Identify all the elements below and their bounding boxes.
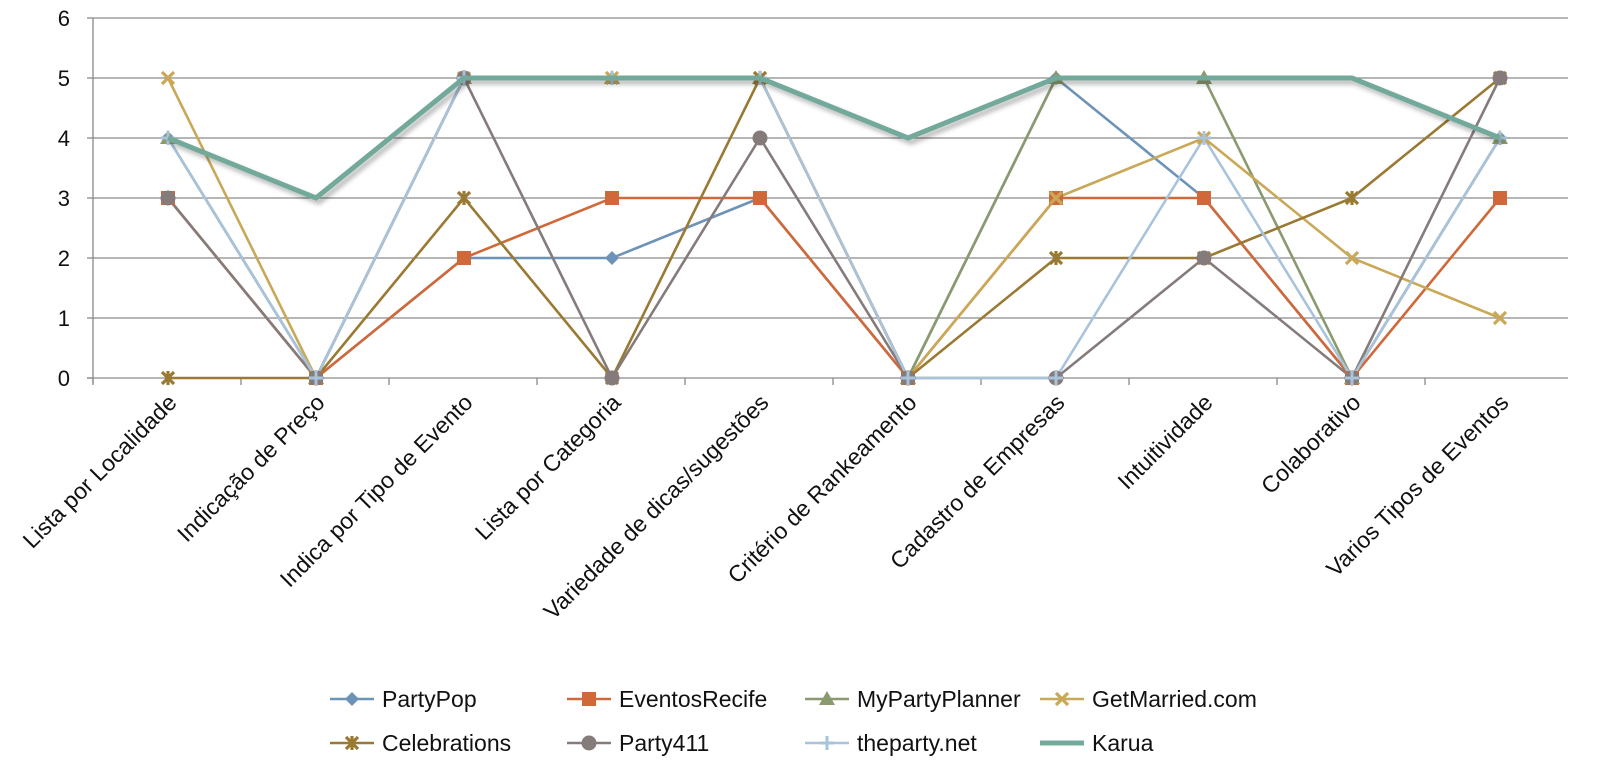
legend-eventosrecife-label: EventosRecife <box>619 686 767 712</box>
series-partypop-marker <box>605 251 619 265</box>
x-category-label: Cadastro de Empresas <box>885 389 1070 574</box>
legend-party411-marker <box>582 736 597 751</box>
series-party411-marker <box>753 131 768 146</box>
legend-partypop: PartyPop <box>330 686 477 712</box>
y-tick-label: 6 <box>58 6 70 31</box>
y-tick-label: 4 <box>58 126 70 151</box>
x-category-label: Intuitividade <box>1112 389 1217 494</box>
legend-karua-label: Karua <box>1092 730 1154 756</box>
series-eventosrecife-line <box>168 198 1500 378</box>
series-party411-marker <box>161 191 176 206</box>
legend-partypop-label: PartyPop <box>382 686 477 712</box>
series-party411-marker <box>605 371 620 386</box>
series-eventosrecife-marker <box>1197 191 1211 205</box>
y-tick-label: 2 <box>58 246 70 271</box>
legend-party411-label: Party411 <box>619 730 709 756</box>
legend-party411: Party411 <box>567 730 709 756</box>
x-category-label: Lista por Localidade <box>18 389 182 553</box>
y-tick-label: 1 <box>58 306 70 331</box>
x-category-label: Indicação de Preço <box>172 389 330 547</box>
legend-theparty-net: theparty.net <box>805 730 977 756</box>
series-theparty-net-line <box>168 78 1500 378</box>
series-eventosrecife-marker <box>753 191 767 205</box>
series-party411-marker <box>1197 251 1212 266</box>
series-eventosrecife-marker <box>1493 191 1507 205</box>
y-tick-label: 3 <box>58 186 70 211</box>
legend: PartyPop EventosRecife MyPartyPlanner GetMa… <box>330 686 1257 756</box>
legend-celebrations: Celebrations <box>330 730 511 756</box>
series-eventosrecife-marker <box>605 191 619 205</box>
legend-theparty-net-label: theparty.net <box>857 730 977 756</box>
legend-eventosrecife-marker <box>582 692 596 706</box>
x-category-label: Lista por Categoria <box>470 389 626 545</box>
legend-celebrations-label: Celebrations <box>382 730 511 756</box>
gridlines <box>93 18 1568 318</box>
legend-getmarried-com-label: GetMarried.com <box>1092 686 1257 712</box>
y-tick-label: 5 <box>58 66 70 91</box>
legend-partypop-marker <box>345 692 359 706</box>
legend-theparty-net-marker <box>820 736 834 750</box>
legend-eventosrecife: EventosRecife <box>567 686 767 712</box>
legend-mypartyplanner: MyPartyPlanner <box>805 686 1021 712</box>
legend-mypartyplanner-label: MyPartyPlanner <box>857 686 1021 712</box>
series-lines <box>168 78 1500 378</box>
series-party411-marker <box>1493 71 1508 86</box>
series-eventosrecife-marker <box>457 251 471 265</box>
legend-getmarried-com: GetMarried.com <box>1040 686 1257 712</box>
x-category-label: Colaborativo <box>1256 389 1366 499</box>
legend-karua: Karua <box>1040 730 1154 756</box>
y-tick-label: 0 <box>58 366 70 391</box>
